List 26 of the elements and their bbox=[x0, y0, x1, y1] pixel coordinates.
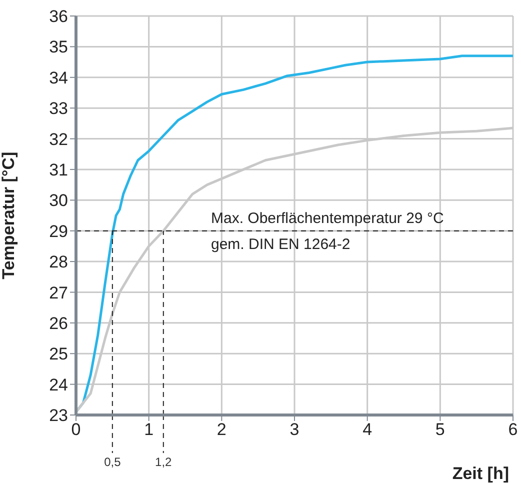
x-axis-title: Zeit [h] bbox=[452, 464, 509, 483]
ref-line-label: Max. Oberflächentemperatur 29 °C gem. DIN EN 1264-2 bbox=[211, 210, 444, 253]
y-tick-label: 31 bbox=[49, 160, 68, 180]
y-tick-label: 28 bbox=[49, 252, 68, 272]
y-tick-label: 36 bbox=[49, 7, 68, 26]
y-tick-label: 26 bbox=[49, 314, 68, 333]
y-tick-label: 25 bbox=[49, 344, 68, 364]
y-tick-label: 30 bbox=[49, 191, 68, 210]
y-tick-label: 33 bbox=[49, 99, 68, 118]
y-tick-label: 34 bbox=[49, 68, 68, 88]
y-tick-label: 32 bbox=[49, 130, 68, 149]
x-tick-label: 1 bbox=[144, 420, 154, 440]
y-tick-label: 35 bbox=[49, 38, 68, 57]
x-tick-label: 0 bbox=[71, 420, 81, 440]
ref-line-label: 0,5 bbox=[104, 455, 122, 469]
y-tick-label: 29 bbox=[49, 222, 68, 241]
ref-line-label: 1,2 bbox=[155, 455, 172, 469]
x-tick-label: 3 bbox=[290, 420, 300, 440]
x-tick-label: 6 bbox=[508, 420, 518, 440]
x-tick-label: 5 bbox=[435, 420, 445, 440]
x-tick-label: 2 bbox=[216, 420, 226, 440]
y-tick-label: 27 bbox=[49, 283, 68, 302]
y-tick-label: 23 bbox=[49, 406, 68, 426]
y-tick-label: 24 bbox=[49, 375, 68, 394]
x-tick-label: 4 bbox=[362, 420, 372, 440]
y-axis-title: Temperatur [°C] bbox=[0, 152, 18, 280]
